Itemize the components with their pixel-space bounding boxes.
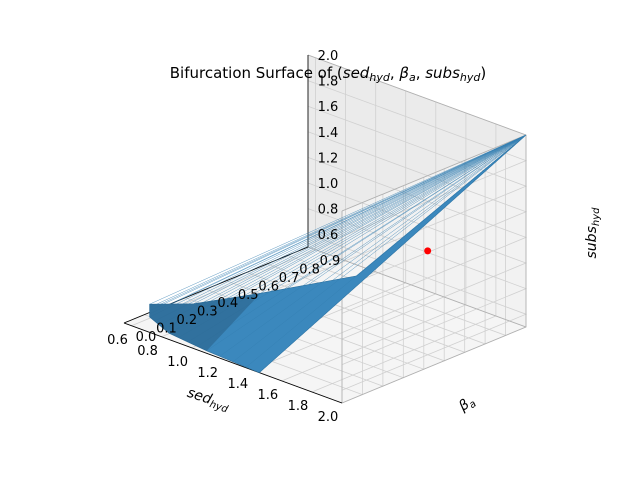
axis-label-sub: a bbox=[467, 399, 478, 412]
surface-mesh-line bbox=[164, 134, 527, 330]
y-tick-label: 0.5 bbox=[238, 288, 259, 303]
z-tick-label: 1.8 bbox=[318, 75, 339, 90]
surface-mesh-line bbox=[226, 134, 527, 299]
x-tick-label: 0.8 bbox=[137, 344, 158, 359]
z-tick-label: 1.6 bbox=[318, 100, 339, 115]
surface-mesh-line bbox=[154, 134, 527, 322]
pane-edge bbox=[341, 326, 527, 404]
title-part: a bbox=[409, 71, 416, 84]
marker-point bbox=[424, 247, 432, 255]
surface-mesh-line bbox=[182, 134, 527, 305]
x-axis-label: sedhyd bbox=[185, 385, 232, 416]
pane-edge bbox=[307, 54, 527, 136]
title-part: Bifurcation Surface of ( bbox=[170, 64, 343, 82]
axis-spine bbox=[123, 322, 343, 404]
surface-mesh-line bbox=[260, 134, 527, 294]
chart-title: Bifurcation Surface of (sedhyd, βa, subs… bbox=[170, 64, 486, 84]
z-tick-label: 0.8 bbox=[318, 203, 339, 218]
surface-mesh-line bbox=[149, 134, 527, 315]
axis-label-main: sed bbox=[185, 385, 214, 408]
x-tick-label: 1.6 bbox=[258, 388, 279, 403]
surface-mesh-line bbox=[149, 134, 527, 305]
x-tick-label: 1.2 bbox=[197, 366, 218, 381]
surface-mesh-line bbox=[232, 134, 527, 362]
surface-mesh-line bbox=[332, 134, 527, 281]
y-tick-label: 0.2 bbox=[177, 313, 198, 328]
title-part: hyd bbox=[369, 71, 390, 84]
surface-mesh-line bbox=[219, 134, 527, 357]
surface-mesh-line bbox=[259, 134, 527, 373]
y-tick-label: 0.8 bbox=[299, 262, 320, 277]
axis-label-sub: hyd bbox=[208, 399, 230, 415]
title-part: subs bbox=[425, 64, 460, 82]
tick-labels: 0.60.81.01.21.41.61.82.00.00.10.20.30.40… bbox=[107, 49, 340, 425]
surface-mesh-line bbox=[245, 134, 527, 368]
y-tick-label: 0.3 bbox=[197, 305, 218, 320]
surface-mesh-line bbox=[308, 134, 527, 285]
surface-mesh-line bbox=[197, 134, 527, 347]
z-tick-label: 1.4 bbox=[318, 126, 339, 141]
surface-mesh-line bbox=[210, 134, 527, 302]
pane-edge bbox=[307, 246, 527, 328]
z-axis-label: subshyd bbox=[584, 207, 602, 259]
title-part: , bbox=[416, 64, 426, 82]
y-tick-label: 0.9 bbox=[320, 254, 341, 269]
x-tick-label: 1.0 bbox=[167, 355, 188, 370]
y-tick-label: 0.6 bbox=[258, 279, 279, 294]
surface-mesh-line bbox=[149, 134, 527, 311]
x-tick-label: 1.8 bbox=[288, 399, 309, 414]
surface-shadow bbox=[149, 293, 261, 351]
surface-mesh-line bbox=[193, 134, 527, 305]
axis-label-main: subs bbox=[584, 226, 600, 258]
x-tick-label: 1.4 bbox=[227, 377, 248, 392]
surface-mesh-line bbox=[206, 134, 527, 351]
title-part: , bbox=[390, 64, 400, 82]
x-tick-label: 2.0 bbox=[318, 410, 339, 425]
title-part: hyd bbox=[460, 71, 481, 84]
surface bbox=[149, 134, 527, 374]
y-tick-label: 0.0 bbox=[136, 330, 157, 345]
surface-mesh-line bbox=[149, 134, 527, 308]
x-tick-label: 0.6 bbox=[107, 333, 128, 348]
marker-points bbox=[424, 247, 432, 255]
title-part: sed bbox=[343, 64, 370, 82]
pane-edge bbox=[341, 134, 527, 212]
y-axis-label: βa bbox=[455, 393, 478, 417]
surface-mesh-line bbox=[243, 134, 527, 297]
y-tick-label: 0.7 bbox=[279, 271, 300, 286]
axis-label-sub: hyd bbox=[591, 207, 602, 226]
z-tick-label: 0.6 bbox=[318, 228, 339, 243]
surface-mesh-line bbox=[159, 134, 527, 326]
y-tick-label: 0.4 bbox=[217, 296, 238, 311]
title-part: β bbox=[398, 64, 409, 82]
surface-mesh-line bbox=[149, 134, 527, 318]
z-tick-label: 2.0 bbox=[318, 49, 339, 64]
title-part: ) bbox=[480, 64, 486, 82]
z-tick-label: 1.2 bbox=[318, 151, 339, 166]
y-tick-label: 0.1 bbox=[156, 322, 177, 337]
z-tick-label: 1.0 bbox=[318, 177, 339, 192]
